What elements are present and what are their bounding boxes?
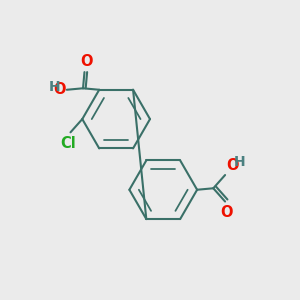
Text: Cl: Cl [60, 136, 76, 151]
Text: O: O [226, 158, 239, 173]
Text: O: O [220, 205, 233, 220]
Text: H: H [233, 155, 245, 169]
Text: O: O [80, 54, 92, 69]
Text: O: O [53, 82, 66, 97]
Text: H: H [49, 80, 60, 94]
